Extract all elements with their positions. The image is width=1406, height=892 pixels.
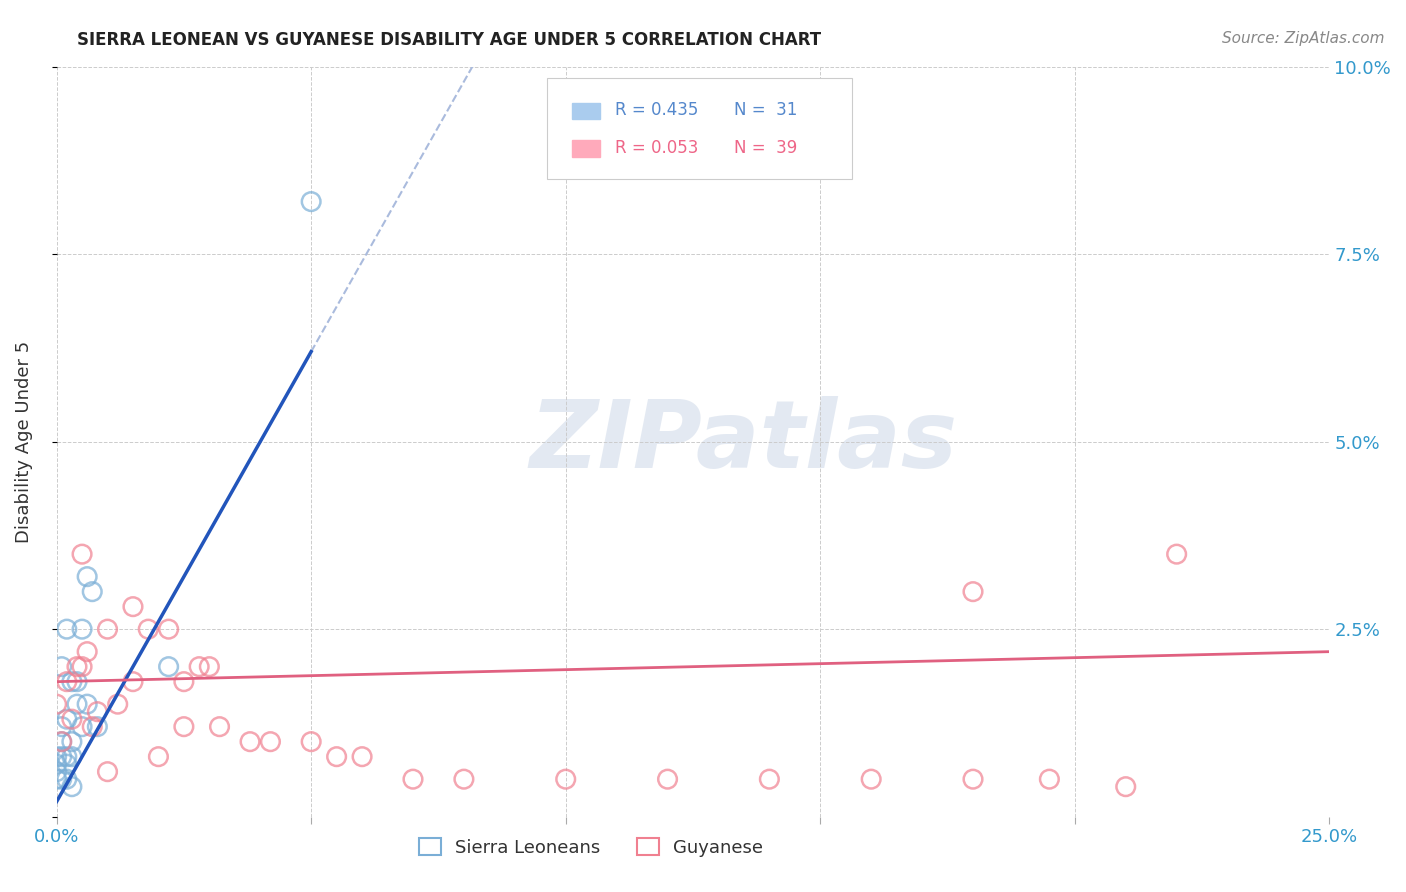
Point: [962, 584, 984, 599]
FancyBboxPatch shape: [572, 103, 600, 120]
Point: [66, 674, 89, 689]
Point: [96, 622, 118, 636]
Point: [70, 622, 93, 636]
Point: [45, 772, 67, 787]
Point: [45, 757, 67, 772]
Point: [173, 720, 195, 734]
Point: [148, 749, 170, 764]
Point: [70, 720, 93, 734]
Point: [96, 764, 118, 779]
Point: [45, 749, 67, 764]
Point: [198, 659, 221, 673]
Text: N =  39: N = 39: [734, 138, 797, 157]
Point: [173, 674, 195, 689]
Legend: Sierra Leoneans, Guyanese: Sierra Leoneans, Guyanese: [412, 831, 770, 864]
Point: [352, 749, 374, 764]
Point: [554, 772, 576, 787]
Point: [136, 622, 159, 636]
Text: SIERRA LEONEAN VS GUYANESE DISABILITY AGE UNDER 5 CORRELATION CHART: SIERRA LEONEAN VS GUYANESE DISABILITY AG…: [77, 31, 821, 49]
Point: [208, 720, 231, 734]
Point: [86, 720, 108, 734]
Point: [66, 659, 89, 673]
Point: [860, 772, 883, 787]
Point: [60, 780, 83, 794]
Point: [60, 674, 83, 689]
Point: [82, 720, 104, 734]
Point: [60, 734, 83, 748]
Point: [51, 772, 73, 787]
Point: [122, 674, 145, 689]
Point: [299, 194, 322, 209]
Point: [51, 749, 73, 764]
Point: [157, 659, 180, 673]
Point: [51, 734, 73, 748]
Point: [239, 734, 262, 748]
Point: [453, 772, 475, 787]
Point: [51, 659, 73, 673]
Point: [45, 697, 67, 711]
Point: [758, 772, 780, 787]
Point: [56, 749, 79, 764]
Point: [66, 697, 89, 711]
Point: [56, 772, 79, 787]
Point: [60, 749, 83, 764]
Point: [107, 697, 129, 711]
Point: [86, 705, 108, 719]
Text: R = 0.053: R = 0.053: [616, 138, 699, 157]
Point: [51, 734, 73, 748]
Point: [122, 599, 145, 614]
Point: [51, 720, 73, 734]
Point: [299, 734, 322, 748]
Y-axis label: Disability Age Under 5: Disability Age Under 5: [15, 341, 32, 542]
Point: [76, 645, 98, 659]
Point: [402, 772, 425, 787]
Text: R = 0.435: R = 0.435: [616, 101, 699, 120]
FancyBboxPatch shape: [547, 78, 852, 179]
Point: [56, 622, 79, 636]
Point: [76, 569, 98, 583]
Point: [56, 757, 79, 772]
Point: [1115, 780, 1137, 794]
Text: Source: ZipAtlas.com: Source: ZipAtlas.com: [1222, 31, 1385, 46]
Point: [657, 772, 679, 787]
Point: [962, 772, 984, 787]
Point: [76, 697, 98, 711]
Point: [60, 712, 83, 726]
Point: [70, 547, 93, 561]
Point: [259, 734, 281, 748]
Point: [56, 712, 79, 726]
Point: [82, 584, 104, 599]
Point: [70, 659, 93, 673]
Point: [1038, 772, 1060, 787]
Point: [45, 764, 67, 779]
Text: N =  31: N = 31: [734, 101, 797, 120]
Point: [157, 622, 180, 636]
Point: [1166, 547, 1188, 561]
Point: [188, 659, 211, 673]
Text: ZIPatlas: ZIPatlas: [530, 396, 957, 488]
Point: [325, 749, 347, 764]
Point: [56, 674, 79, 689]
FancyBboxPatch shape: [572, 140, 600, 157]
